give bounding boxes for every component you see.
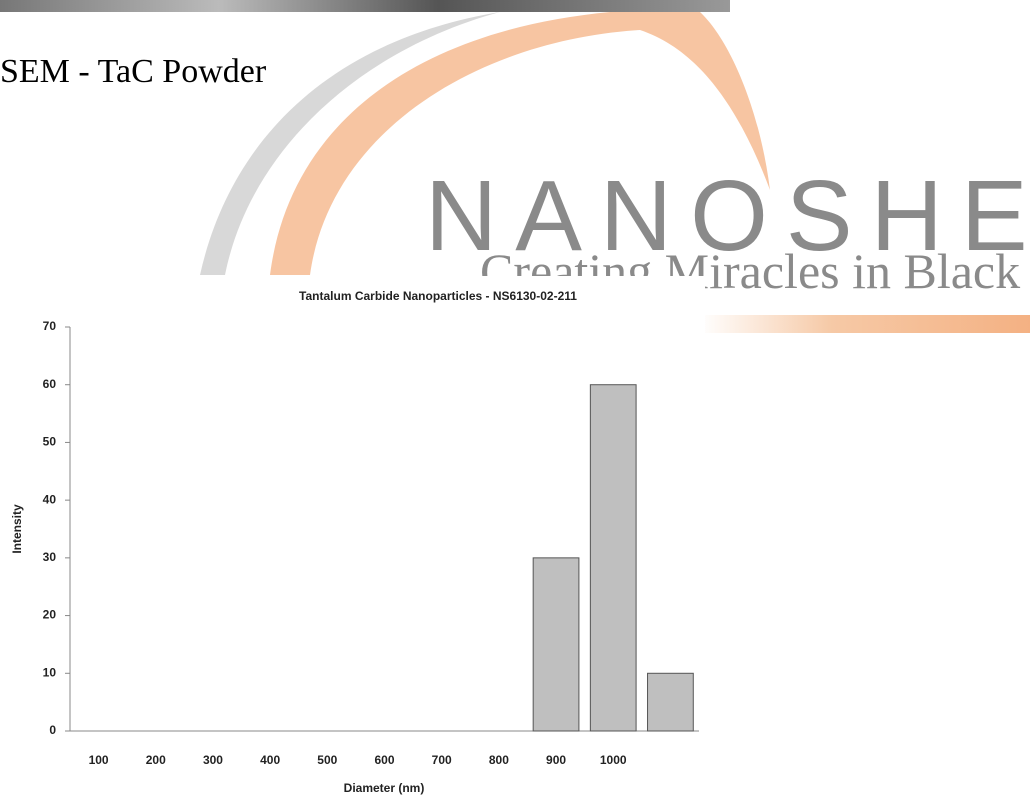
y-tick-label: 40 <box>43 492 57 506</box>
y-tick-label: 70 <box>43 319 57 333</box>
y-tick-label: 0 <box>49 723 56 737</box>
bar <box>590 385 636 731</box>
sem-image <box>0 0 730 12</box>
chart-title: Tantalum Carbide Nanoparticles - NS6130-… <box>299 289 577 303</box>
x-tick-label: 900 <box>546 753 566 767</box>
x-tick-label: 400 <box>260 753 280 767</box>
logo-bar <box>700 315 1030 333</box>
x-tick-label: 100 <box>89 753 109 767</box>
x-axis-label: Diameter (nm) <box>344 781 425 795</box>
page: NANOSHEL Creating Miracles in Black SEM … <box>0 0 1035 805</box>
x-tick-label: 300 <box>203 753 223 767</box>
x-tick-label: 200 <box>146 753 166 767</box>
x-tick-label: 1000 <box>600 753 627 767</box>
x-tick-label: 600 <box>374 753 394 767</box>
x-tick-label: 700 <box>432 753 452 767</box>
heading: SEM - TaC Powder <box>0 53 267 90</box>
y-tick-label: 30 <box>43 550 57 564</box>
bar <box>533 558 579 731</box>
y-axis-label: Intensity <box>10 504 24 554</box>
screen: NANOSHEL Creating Miracles in Black SEM … <box>0 0 1035 805</box>
x-tick-label: 800 <box>489 753 509 767</box>
bar <box>648 673 694 731</box>
y-tick-label: 50 <box>43 435 57 449</box>
y-tick-label: 10 <box>43 665 57 679</box>
y-tick-label: 60 <box>43 377 57 391</box>
x-tick-label: 500 <box>317 753 337 767</box>
y-tick-label: 20 <box>43 608 57 622</box>
